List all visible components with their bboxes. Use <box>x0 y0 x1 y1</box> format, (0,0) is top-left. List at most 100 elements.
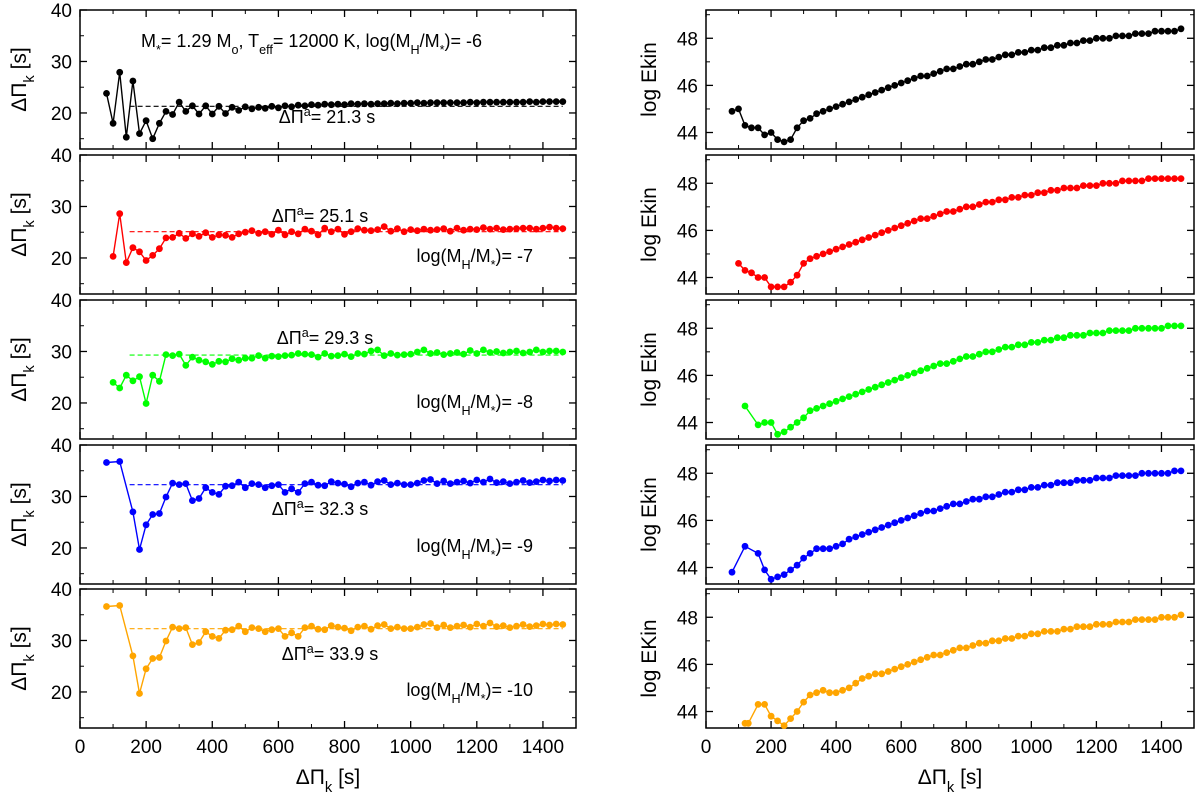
data-point <box>826 400 833 408</box>
data-point <box>506 225 514 233</box>
data-point <box>142 117 150 125</box>
data-point <box>1158 324 1165 332</box>
data-point <box>780 571 788 578</box>
data-point <box>923 653 931 661</box>
data-point <box>839 540 846 548</box>
panel-right-2: 44 46 48 log Ekin <box>638 154 1195 295</box>
data-point <box>1093 182 1100 190</box>
data-point <box>1054 186 1061 194</box>
data-point <box>1119 618 1126 626</box>
data-point <box>235 478 243 486</box>
data-point <box>897 79 905 87</box>
data-point <box>367 625 375 633</box>
data-point <box>826 689 833 697</box>
data-point <box>1132 177 1139 185</box>
data-point <box>228 626 236 634</box>
model-parameters-label: log(MH/M*)= -9 <box>416 536 533 562</box>
data-point <box>767 575 775 583</box>
data-point <box>1047 336 1055 344</box>
data-point <box>453 99 461 107</box>
data-point <box>761 419 768 426</box>
data-point <box>109 253 117 260</box>
data-point <box>1086 476 1094 484</box>
data-point <box>1008 343 1016 351</box>
data-point <box>1047 186 1055 194</box>
y-tick-label: 46 <box>677 76 698 97</box>
y-tick-label: 40 <box>51 146 72 167</box>
data-point <box>949 65 957 73</box>
data-point <box>446 480 454 487</box>
y-axis-label: log EKin <box>638 619 661 697</box>
y-tick-label: 20 <box>51 394 72 415</box>
data-point <box>195 639 203 646</box>
data-point <box>1014 49 1022 56</box>
model-parameters-label: M*= 1.29 Mo, Teff= 12000 K, log(MH/M*)= … <box>141 31 482 57</box>
data-point <box>1054 41 1061 49</box>
data-point <box>427 476 434 483</box>
data-point <box>519 621 527 628</box>
data-point <box>865 386 873 393</box>
data-point <box>962 644 970 652</box>
data-point <box>215 231 223 239</box>
data-point <box>539 98 547 105</box>
data-point <box>228 355 236 363</box>
data-point <box>380 477 388 484</box>
data-point <box>969 60 977 68</box>
data-point <box>427 350 434 357</box>
data-point <box>975 639 983 647</box>
data-point <box>480 478 487 486</box>
data-point <box>897 374 905 382</box>
data-point <box>1112 327 1120 334</box>
data-point <box>559 348 567 356</box>
data-point <box>334 225 342 233</box>
data-point <box>347 100 355 108</box>
data-point <box>354 225 362 233</box>
data-point <box>380 352 388 359</box>
data-point <box>420 225 428 233</box>
data-point <box>1054 628 1061 635</box>
data-point <box>486 349 494 356</box>
data-point <box>806 255 814 263</box>
y-axis-label: ΔΠk [s] <box>8 337 38 402</box>
data-point <box>526 224 534 232</box>
x-tick-label: 400 <box>820 737 852 758</box>
data-point <box>800 414 807 422</box>
data-point <box>499 478 507 485</box>
data-point <box>466 225 474 233</box>
data-point <box>1080 182 1087 190</box>
data-point <box>1145 175 1152 183</box>
data-point <box>1001 343 1009 351</box>
data-point <box>845 535 853 543</box>
data-point <box>780 138 788 146</box>
series-line <box>105 72 563 141</box>
data-point <box>878 229 886 237</box>
data-point <box>222 482 229 490</box>
data-point <box>1132 30 1139 37</box>
data-point <box>878 524 886 531</box>
data-point <box>975 201 983 208</box>
data-point <box>949 208 957 215</box>
data-point <box>1145 616 1152 623</box>
data-point <box>891 519 899 527</box>
data-point <box>341 624 348 632</box>
y-tick-label: 40 <box>51 1 72 22</box>
data-point <box>228 234 236 241</box>
data-point <box>1119 177 1126 185</box>
data-point <box>222 626 229 634</box>
data-point <box>1151 175 1159 183</box>
data-point <box>826 105 833 113</box>
data-point <box>1125 32 1133 40</box>
data-point <box>1132 324 1139 332</box>
data-point <box>988 348 996 356</box>
data-point <box>314 231 322 239</box>
data-point <box>1086 329 1094 337</box>
data-point <box>1034 484 1042 491</box>
data-point <box>1125 177 1133 185</box>
data-point <box>413 479 421 487</box>
asymptotic-period-annotation: ΔΠa= 25.1 s <box>272 204 369 226</box>
data-point <box>741 267 749 274</box>
data-point <box>301 350 309 358</box>
data-point <box>741 402 749 410</box>
data-point <box>248 480 256 487</box>
data-point <box>1040 628 1048 635</box>
